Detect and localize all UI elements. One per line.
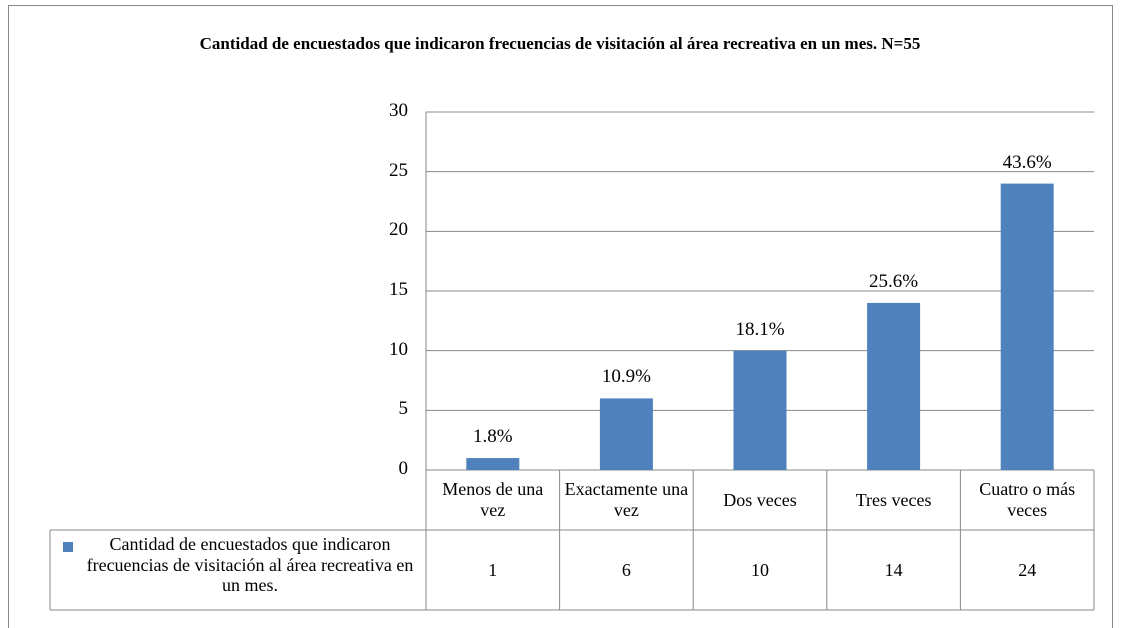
data-label: 10.9%: [601, 366, 651, 388]
y-tick-label: 10: [389, 338, 408, 360]
table-value: 10: [750, 559, 769, 580]
data-label: 43.6%: [1002, 151, 1052, 173]
x-tick-label: Cuatro o más veces: [979, 479, 1076, 520]
y-tick-label: 5: [398, 398, 409, 420]
bar: [466, 458, 520, 470]
bar: [867, 302, 921, 470]
data-label: 1.8%: [473, 426, 513, 448]
bar: [733, 350, 787, 470]
x-tick-label: Dos veces: [723, 489, 797, 510]
y-tick-label: 30: [389, 100, 408, 121]
bar: [1000, 183, 1054, 470]
bar: [599, 398, 653, 470]
table-value: 24: [1018, 559, 1037, 580]
x-tick-label: Tres veces: [855, 489, 932, 510]
y-tick-label: 15: [389, 279, 408, 300]
chart-border: [8, 5, 1113, 628]
legend-swatch: [63, 542, 73, 552]
y-tick-label: 25: [389, 159, 408, 181]
chart-title: Cantidad de encuestados que indicaron fr…: [199, 34, 921, 53]
legend-label: Cantidad de encuestados que indicaron fr…: [86, 534, 414, 596]
x-tick-label: Menos de una vez: [442, 479, 544, 520]
data-label: 18.1%: [735, 318, 785, 340]
x-tick-label: Exactamente una vez: [564, 479, 689, 520]
data-label: 25.6%: [869, 270, 919, 292]
table-value: 1: [488, 559, 498, 580]
y-tick-label: 0: [398, 458, 409, 479]
table-value: 14: [884, 559, 903, 580]
table-value: 6: [621, 559, 631, 580]
y-tick-label: 20: [389, 219, 408, 241]
